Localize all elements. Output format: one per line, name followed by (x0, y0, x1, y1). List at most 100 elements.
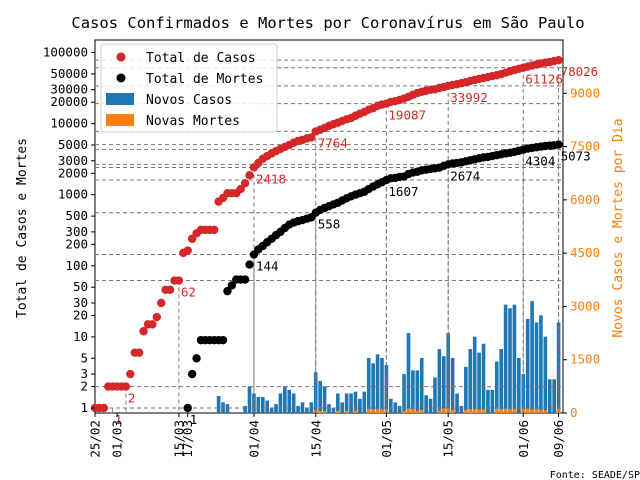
chart-title: Casos Confirmados e Mortes por Coronavír… (71, 14, 584, 32)
new-cases-bar (393, 402, 398, 413)
y2-tick-label: 1500 (570, 352, 600, 367)
new-cases-bar (552, 379, 556, 413)
y-tick-label: 30 (73, 295, 88, 310)
new-cases-bar (530, 301, 534, 413)
y-tick-label: 10000 (50, 116, 88, 131)
new-deaths-bar (477, 409, 481, 413)
new-cases-bar (247, 386, 252, 413)
new-cases-bar (477, 352, 481, 413)
new-cases-bar (517, 357, 521, 413)
annotation-label: 62 (181, 285, 196, 300)
new-cases-bar (380, 357, 384, 413)
new-deaths-bar (419, 409, 424, 413)
annotation-label: 19087 (388, 108, 426, 123)
new-cases-bar (384, 365, 389, 413)
cases-point (157, 298, 166, 308)
new-cases-bar (490, 389, 495, 413)
y2-tick-label: 9000 (570, 85, 600, 100)
legend-swatch (116, 73, 126, 83)
deaths-point (218, 335, 228, 345)
new-cases-bar (274, 404, 278, 413)
new-deaths-bar (450, 410, 455, 413)
y-tick-label: 20000 (50, 94, 88, 109)
new-cases-bar (353, 391, 358, 413)
new-cases-bar (291, 393, 296, 413)
new-cases-bar (402, 373, 406, 413)
new-deaths-bar (344, 410, 349, 413)
y-tick-label: 300 (65, 224, 88, 239)
cases-point (240, 179, 250, 188)
new-cases-bar (336, 393, 340, 413)
x-tick-label: 25/02 (88, 420, 103, 458)
y2-tick-label: 3000 (570, 298, 600, 313)
y-tick-label: 2 (80, 379, 88, 394)
cases-point (134, 348, 144, 357)
new-deaths-bar (441, 408, 446, 413)
legend-label: Novos Casos (146, 93, 232, 108)
new-deaths-bar (543, 410, 548, 413)
new-cases-bar (287, 389, 292, 413)
cases-point (121, 382, 131, 391)
cases-point (174, 276, 184, 285)
new-cases-bar (322, 386, 327, 413)
deaths-point (192, 354, 201, 363)
new-deaths-bar (468, 409, 473, 413)
new-cases-bar (243, 405, 247, 413)
new-cases-bar (503, 304, 508, 413)
new-deaths-bar (437, 410, 442, 413)
annotation-label: 144 (256, 259, 279, 274)
new-deaths-bar (534, 409, 539, 413)
new-cases-bar (406, 333, 411, 413)
new-cases-bar (371, 363, 375, 413)
annotation-label: 61126 (525, 72, 563, 87)
deaths-point (187, 369, 197, 379)
new-cases-bar (481, 343, 486, 413)
y-tick-label: 50000 (50, 66, 88, 81)
new-deaths-bar (525, 408, 530, 413)
plot-area: 1262124181447764558190871607339922674611… (43, 39, 600, 458)
new-cases-bar (397, 405, 402, 413)
cases-point (307, 133, 316, 142)
y2-tick-label: 0 (570, 405, 578, 420)
annotation-label: 33992 (450, 90, 488, 105)
annotation-label: 558 (318, 217, 341, 232)
y2-tick-label: 7500 (570, 139, 600, 154)
deaths-point (183, 403, 192, 413)
y-tick-label: 5000 (58, 137, 88, 152)
new-cases-bar (459, 405, 464, 413)
y2-tick-label: 4500 (570, 245, 600, 260)
new-cases-bar (494, 361, 499, 413)
new-cases-bar (486, 389, 490, 413)
x-tick-label: 15/05 (441, 420, 456, 458)
cases-point (236, 184, 245, 194)
x-tick-label: 01/05 (379, 420, 394, 458)
x-tick-label: 09/06 (551, 420, 566, 458)
y-tick-label: 5 (80, 350, 88, 365)
legend: Total de Casos Total de Mortes Novos Casos… (100, 43, 278, 133)
legend-label: Total de Mortes (146, 72, 263, 87)
y-tick-label: 30000 (50, 82, 88, 97)
new-cases-bar (468, 349, 473, 413)
new-cases-bar (296, 405, 300, 413)
deaths-point (240, 275, 250, 284)
new-deaths-bar (539, 409, 543, 413)
y-tick-label: 10 (73, 329, 88, 344)
cases-point (148, 320, 157, 329)
new-deaths-bar (494, 408, 499, 413)
new-deaths-bar (406, 408, 411, 413)
new-deaths-bar (472, 409, 477, 413)
new-deaths-bar (481, 409, 486, 413)
new-cases-bar (225, 404, 230, 413)
new-cases-bar (411, 370, 415, 413)
annotation-label: 2418 (256, 171, 286, 186)
x-tick-label: 01/06 (516, 420, 531, 458)
annotation-label: 1 (190, 412, 198, 427)
cases-point (210, 225, 219, 235)
new-deaths-bar (375, 409, 380, 413)
y-tick-label: 1000 (58, 187, 88, 202)
new-cases-bar (349, 393, 353, 413)
new-deaths-bar (402, 410, 406, 413)
legend-swatch (116, 52, 126, 62)
new-cases-bar (256, 397, 261, 413)
